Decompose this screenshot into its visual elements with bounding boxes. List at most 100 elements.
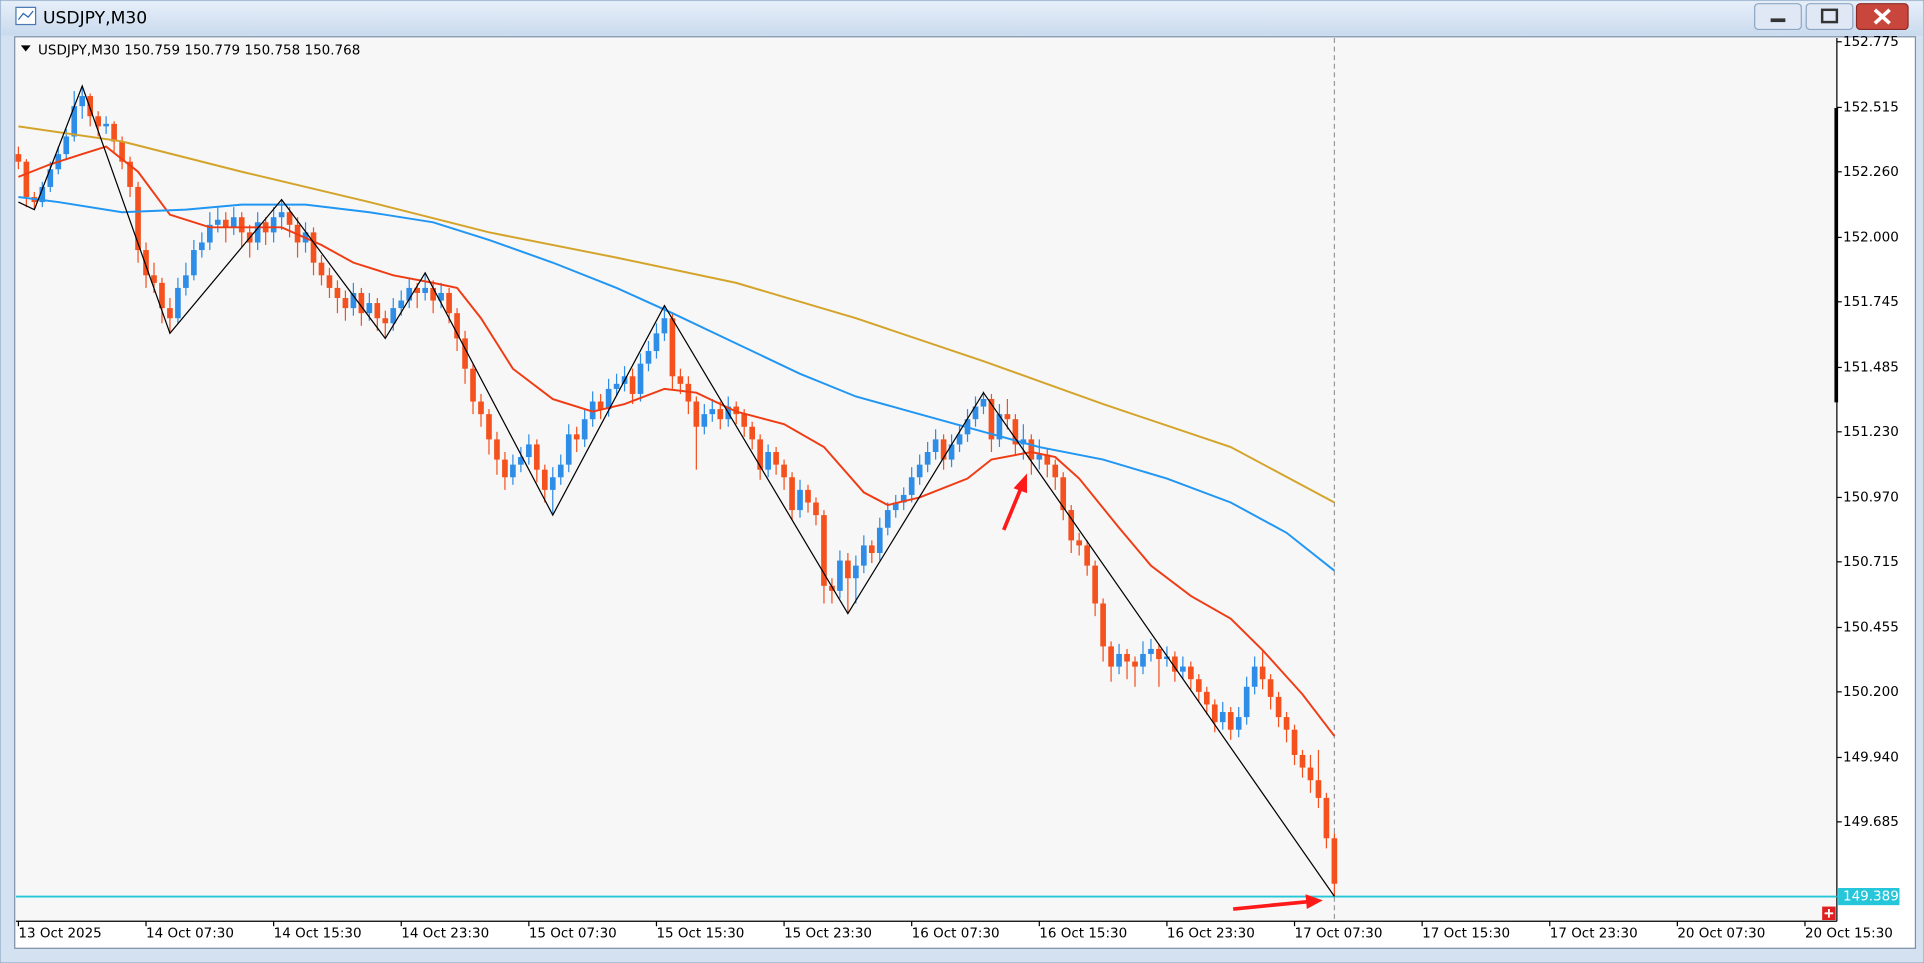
candle-body bbox=[1211, 704, 1218, 723]
candle-body bbox=[318, 262, 325, 276]
x-tick-label: 15 Oct 07:30 bbox=[529, 926, 617, 942]
y-tick-label: 152.260 bbox=[1843, 164, 1899, 180]
candle-body bbox=[1004, 414, 1011, 420]
candle-body bbox=[980, 399, 987, 407]
candle-body bbox=[765, 452, 771, 470]
candle-body bbox=[1092, 565, 1098, 604]
y-tick-label: 150.455 bbox=[1843, 619, 1899, 635]
candle-body bbox=[398, 300, 405, 309]
candle-body bbox=[1299, 754, 1306, 768]
moving-average bbox=[18, 145, 1336, 737]
x-tick-label: 20 Oct 15:30 bbox=[1805, 926, 1893, 942]
minimize-button[interactable] bbox=[1754, 3, 1802, 31]
x-tick-label: 15 Oct 15:30 bbox=[656, 926, 744, 942]
candle-body bbox=[159, 282, 165, 309]
candle-body bbox=[183, 275, 189, 288]
candle-body bbox=[23, 161, 30, 198]
candle-body bbox=[1044, 454, 1051, 465]
candle-body bbox=[1052, 464, 1059, 478]
y-tick-label: 150.200 bbox=[1843, 684, 1899, 700]
candle-body bbox=[924, 452, 931, 465]
candle-body bbox=[478, 401, 484, 415]
candle-body bbox=[1148, 648, 1154, 654]
candle-body bbox=[956, 434, 963, 445]
candle-body bbox=[1124, 653, 1130, 662]
candle-body bbox=[1180, 666, 1186, 672]
y-tick-label: 152.515 bbox=[1843, 99, 1899, 115]
candle-body bbox=[422, 287, 428, 293]
candle-body bbox=[589, 401, 596, 420]
candle-body bbox=[1195, 679, 1202, 692]
y-tick-label: 150.715 bbox=[1843, 554, 1899, 570]
close-button[interactable] bbox=[1855, 3, 1909, 31]
y-tick-label: 150.970 bbox=[1843, 489, 1899, 505]
candle-body bbox=[876, 527, 883, 553]
candle-body bbox=[510, 464, 516, 478]
candle-body bbox=[948, 444, 955, 460]
candle-body bbox=[1251, 666, 1258, 687]
candle-body bbox=[613, 383, 620, 389]
candle-body bbox=[669, 318, 676, 377]
x-tick-label: 17 Oct 07:30 bbox=[1295, 926, 1383, 942]
candle-body bbox=[1291, 729, 1298, 755]
candle-body bbox=[438, 292, 444, 301]
candle-body bbox=[773, 452, 779, 465]
title-bar bbox=[1, 1, 1923, 36]
candle-body bbox=[103, 123, 109, 127]
candle-body bbox=[454, 313, 460, 339]
candle-body bbox=[1172, 656, 1178, 672]
candle-body bbox=[892, 502, 899, 511]
candle-body bbox=[653, 333, 660, 352]
maximize-button[interactable] bbox=[1805, 3, 1854, 31]
candle-body bbox=[47, 169, 54, 187]
candle-body bbox=[1283, 717, 1290, 730]
candle-body bbox=[334, 287, 341, 299]
candle-body bbox=[494, 439, 500, 460]
add-button[interactable] bbox=[1822, 906, 1836, 921]
candle-body bbox=[1243, 686, 1250, 718]
annotation-arrow bbox=[1232, 894, 1323, 911]
candle-body bbox=[741, 414, 748, 427]
candle-body bbox=[502, 459, 508, 478]
candle-body bbox=[278, 212, 285, 218]
candle-body bbox=[1140, 653, 1146, 667]
candle-body bbox=[717, 409, 724, 420]
candle-body bbox=[270, 217, 277, 233]
y-tick-label: 151.485 bbox=[1843, 359, 1899, 375]
candle-body bbox=[518, 457, 524, 465]
candle-body bbox=[310, 232, 317, 263]
candle-body bbox=[342, 298, 349, 309]
candle-body bbox=[693, 401, 700, 427]
candle-body bbox=[845, 560, 851, 579]
candle-body bbox=[972, 406, 979, 420]
candle-body bbox=[111, 123, 117, 142]
axis-scroll-marker bbox=[1834, 107, 1839, 403]
candle-body bbox=[805, 489, 811, 503]
candle-body bbox=[119, 141, 125, 162]
x-tick-label: 20 Oct 07:30 bbox=[1677, 926, 1765, 942]
candle-body bbox=[374, 303, 381, 319]
candle-body bbox=[390, 308, 397, 324]
x-tick-label: 16 Oct 07:30 bbox=[912, 926, 1000, 942]
candle-body bbox=[1076, 540, 1083, 546]
candle-body bbox=[661, 318, 668, 334]
candle-body bbox=[1219, 712, 1226, 723]
candle-body bbox=[1100, 603, 1106, 647]
bid-label-box bbox=[1838, 887, 1900, 906]
candle-body bbox=[534, 444, 540, 470]
candle-body bbox=[749, 426, 755, 440]
candle-body bbox=[87, 96, 94, 117]
y-tick-label: 152.000 bbox=[1843, 229, 1899, 245]
candle-body bbox=[757, 439, 763, 470]
header-triangle bbox=[20, 45, 31, 52]
y-tick-label: 151.230 bbox=[1843, 424, 1899, 440]
candle-body bbox=[932, 439, 939, 453]
candle-body bbox=[900, 494, 907, 503]
candle-body bbox=[853, 565, 859, 579]
candle-body bbox=[39, 186, 46, 203]
candle-body bbox=[406, 287, 413, 301]
candle-body bbox=[214, 219, 221, 225]
candle-body bbox=[916, 464, 923, 478]
candle-body bbox=[829, 585, 835, 591]
